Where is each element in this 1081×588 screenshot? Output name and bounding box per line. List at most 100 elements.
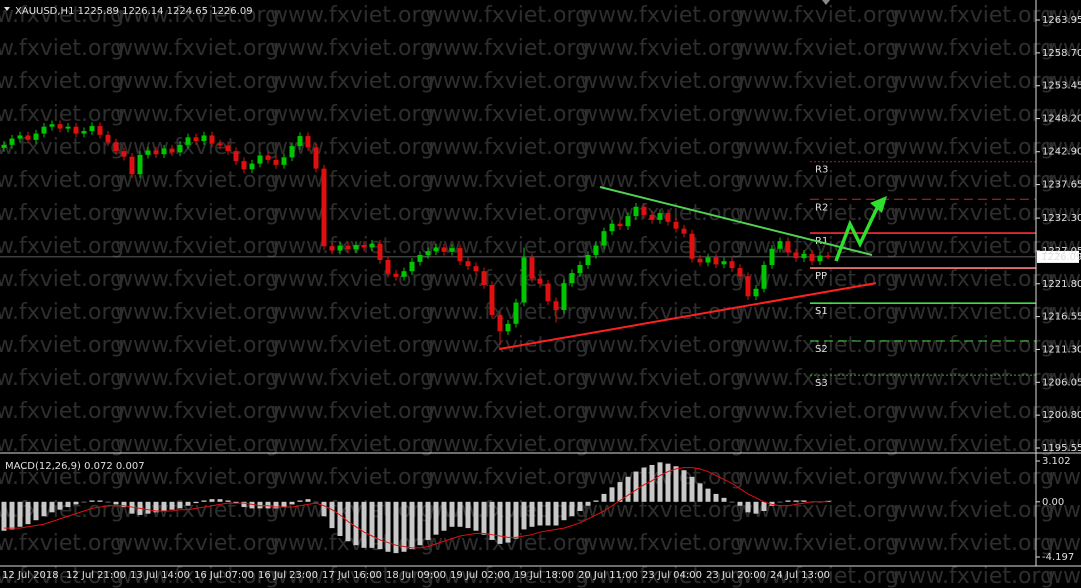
candle-body	[89, 126, 95, 132]
macd-bar	[393, 501, 399, 554]
watermark: www.fxviet.org	[1045, 531, 1081, 556]
candle-body	[577, 264, 583, 274]
watermark: www.fxviet.org	[890, 36, 1054, 61]
macd-bar	[697, 483, 703, 502]
macd-bar	[113, 501, 119, 505]
macd-bar	[329, 501, 335, 529]
y-tick-label: 1195.55	[1042, 443, 1081, 454]
watermark: www.fxviet.org	[890, 498, 1054, 523]
candle-body	[641, 206, 647, 215]
watermark: www.fxviet.org	[735, 36, 899, 61]
candle-body	[729, 261, 735, 269]
candle-body	[433, 247, 439, 252]
watermark: www.fxviet.org	[115, 36, 279, 61]
watermark: www.fxviet.org	[0, 234, 124, 259]
watermark: www.fxviet.org	[580, 3, 744, 28]
candle-body	[137, 154, 143, 175]
watermark: www.fxviet.org	[0, 366, 124, 391]
y-tick-label: 1237.65	[1042, 180, 1081, 191]
watermark: www.fxviet.org	[580, 399, 744, 424]
watermark: www.fxviet.org	[735, 465, 899, 490]
candle-body	[153, 150, 159, 155]
candle-body	[393, 273, 399, 277]
watermark: www.fxviet.org	[890, 267, 1054, 292]
candle-body	[537, 278, 543, 284]
macd-bar	[401, 501, 407, 552]
macd-bar	[609, 487, 615, 502]
y-tick-label: 1216.55	[1042, 312, 1081, 323]
candle-body	[705, 257, 711, 263]
candle-body	[225, 145, 231, 152]
pivot-label: PP	[815, 271, 827, 282]
y-tick-label: 1211.30	[1042, 344, 1081, 355]
macd-bar	[385, 501, 391, 552]
candle-body	[601, 231, 607, 246]
watermark: www.fxviet.org	[0, 465, 124, 490]
watermark: www.fxviet.org	[270, 3, 434, 28]
macd-bar	[225, 500, 231, 502]
watermark: www.fxviet.org	[425, 201, 589, 226]
watermark: www.fxviet.org	[890, 69, 1054, 94]
candle-body	[521, 257, 527, 303]
watermark: www.fxviet.org	[0, 531, 124, 556]
y-tick-label: 3.102	[1042, 456, 1071, 467]
watermark: www.fxviet.org	[270, 36, 434, 61]
trendline	[599, 186, 873, 256]
panel-title: XAUUSD,H1 1225.89 1226.14 1224.65 1226.0…	[15, 6, 253, 17]
candle-body	[457, 248, 463, 262]
watermark: www.fxviet.org	[1045, 300, 1081, 325]
macd-bar	[57, 501, 63, 510]
macd-bar	[625, 476, 631, 502]
macd-bar	[97, 500, 103, 502]
pivot-label: S1	[815, 306, 828, 317]
y-tick-label: 1200.80	[1042, 410, 1081, 421]
watermark: www.fxviet.org	[1045, 135, 1081, 160]
macd-bar	[25, 501, 31, 525]
macd-bar	[729, 501, 735, 503]
macd-bar	[217, 499, 223, 502]
watermark: www.fxviet.org	[0, 102, 124, 127]
watermark: www.fxviet.org	[0, 3, 124, 28]
candle-body	[201, 135, 207, 142]
watermark: www.fxviet.org	[0, 300, 124, 325]
watermark: www.fxviet.org	[890, 333, 1054, 358]
candle-body	[793, 252, 799, 259]
watermark: www.fxviet.org	[890, 531, 1054, 556]
candle-body	[241, 161, 247, 170]
macd-bar	[369, 501, 375, 548]
macd-bar	[825, 500, 831, 502]
macd-bar	[497, 501, 503, 544]
macd-bar	[513, 501, 519, 539]
watermark: www.fxviet.org	[425, 69, 589, 94]
pivot-label: R2	[815, 202, 828, 213]
candle-body	[593, 245, 599, 255]
watermark: www.fxviet.org	[890, 102, 1054, 127]
watermark: www.fxviet.org	[735, 102, 899, 127]
candle-body	[633, 206, 639, 217]
candle-body	[313, 147, 319, 169]
candle-body	[777, 241, 783, 249]
macd-bar	[1, 501, 7, 531]
macd-bar	[465, 501, 471, 529]
candle-body	[9, 138, 15, 145]
macd-bar	[721, 497, 727, 502]
macd-bar	[553, 501, 559, 526]
watermark: www.fxviet.org	[115, 564, 279, 588]
macd-bar	[33, 501, 39, 521]
watermark: www.fxviet.org	[735, 300, 899, 325]
watermark: www.fxviet.org	[0, 168, 124, 193]
watermark: www.fxviet.org	[735, 333, 899, 358]
x-tick-label: 16 Jul 07:00	[194, 570, 254, 581]
y-tick-label: 1232.30	[1042, 213, 1081, 224]
watermark: www.fxviet.org	[115, 366, 279, 391]
candle-body	[473, 266, 479, 272]
forecast-arrow	[834, 205, 880, 262]
watermark: www.fxviet.org	[1045, 564, 1081, 588]
watermark: www.fxviet.org	[425, 3, 589, 28]
candle-body	[177, 144, 183, 153]
x-tick-label: 20 Jul 11:00	[578, 570, 638, 581]
watermark: www.fxviet.org	[1045, 267, 1081, 292]
x-tick-label: 23 Jul 20:00	[706, 570, 766, 581]
candle-body	[697, 258, 703, 263]
candle-body	[529, 257, 535, 279]
